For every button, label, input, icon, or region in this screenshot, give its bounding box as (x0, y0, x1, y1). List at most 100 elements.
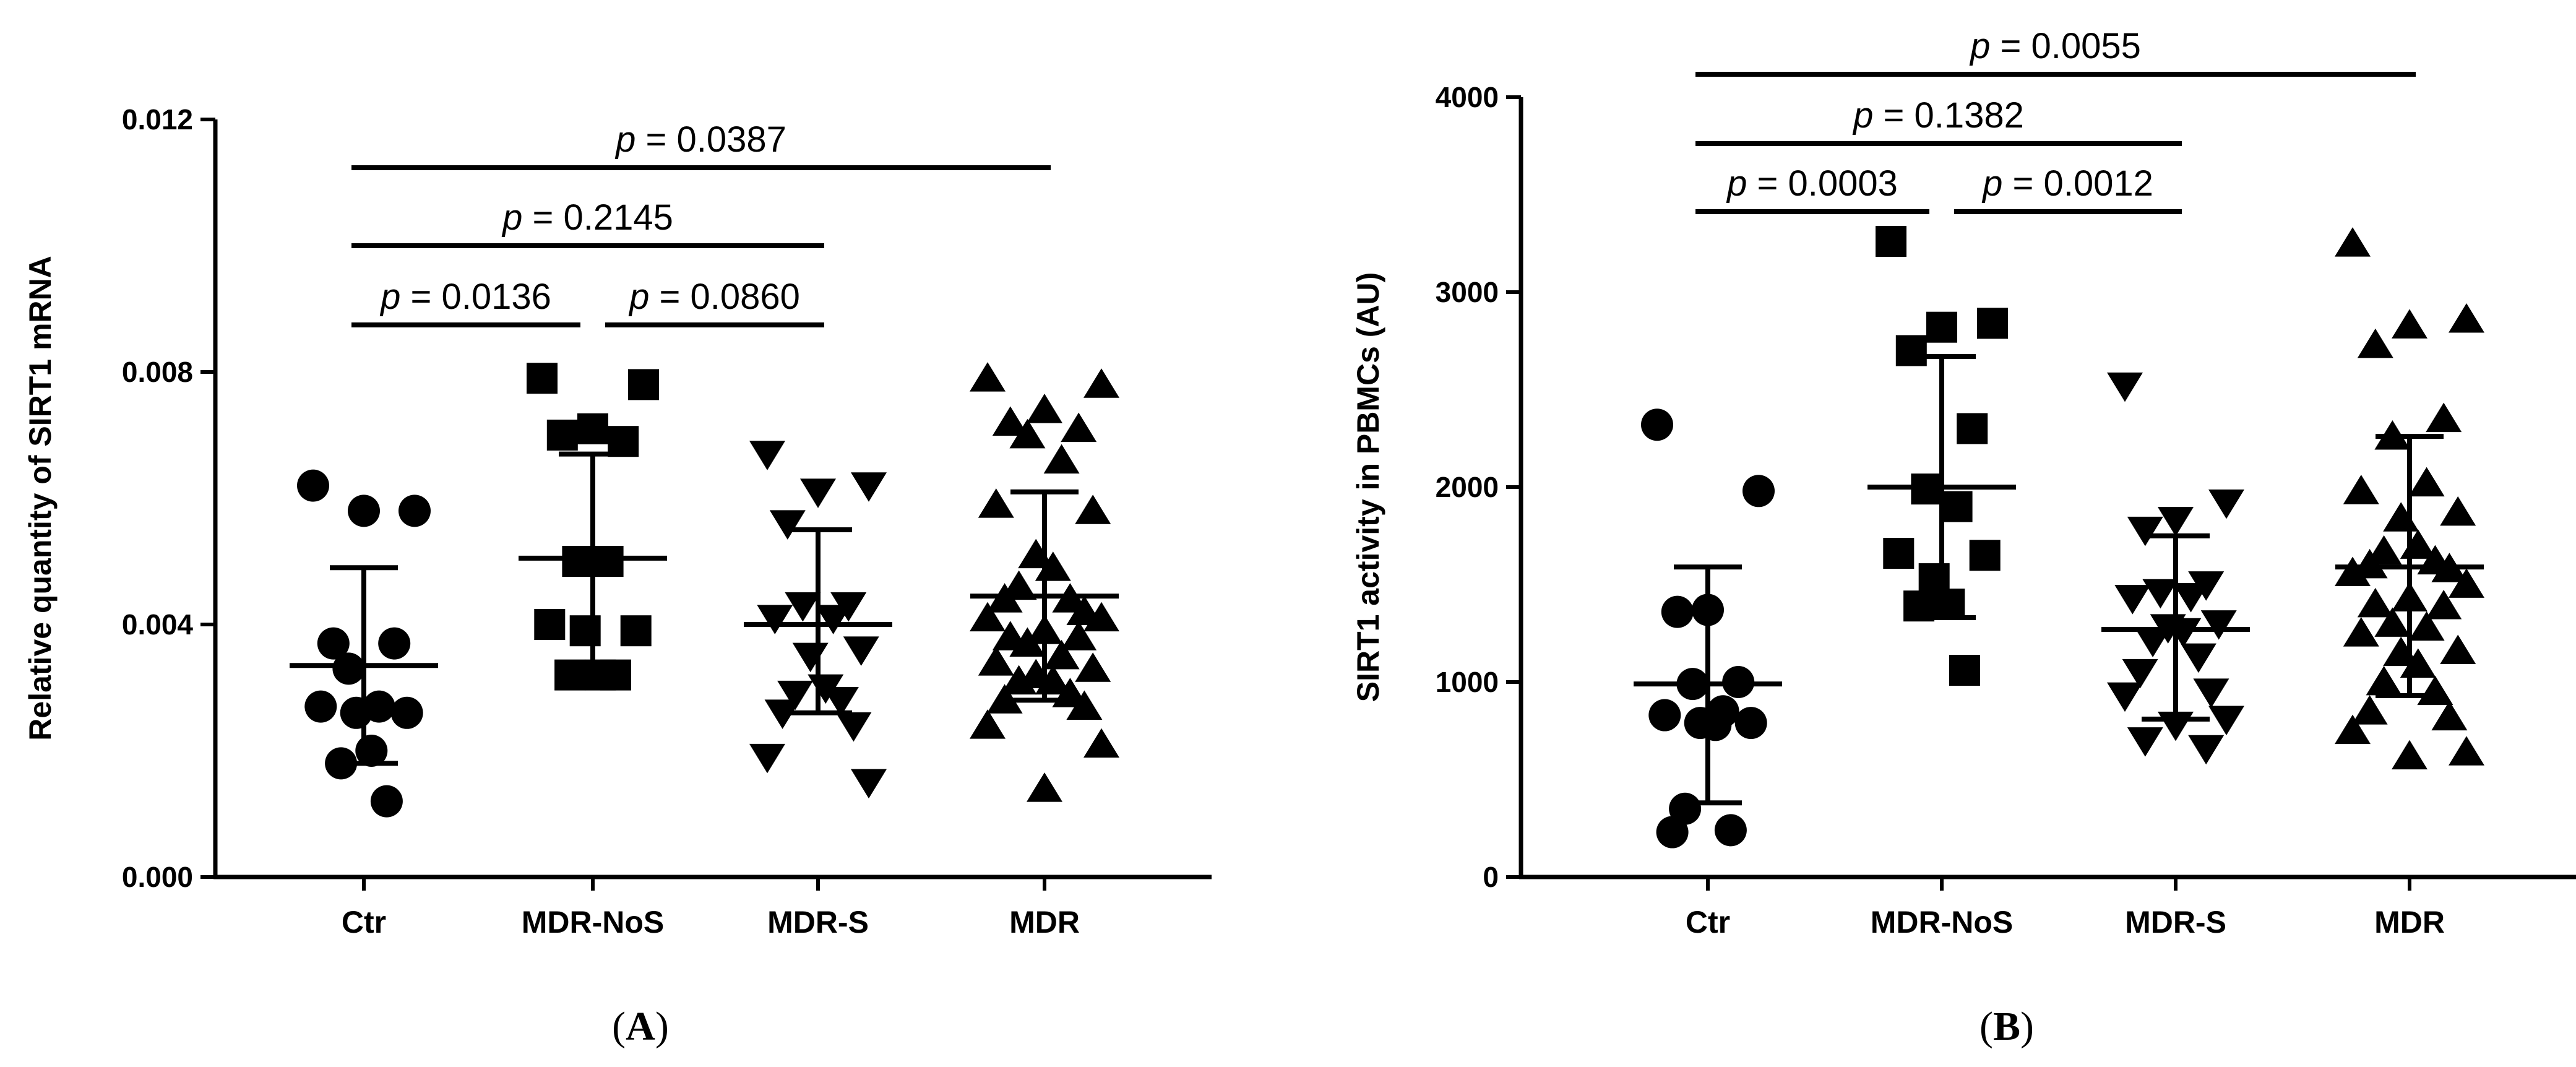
data-point (2426, 590, 2462, 620)
data-point (2440, 634, 2476, 664)
data-point (378, 627, 411, 660)
data-point (1066, 690, 1103, 720)
data-point (2357, 328, 2393, 358)
p-symbol: p (379, 277, 410, 317)
data-point (978, 488, 1014, 518)
data-point (2392, 309, 2427, 339)
data-point (1883, 538, 1915, 569)
data-point (577, 413, 608, 444)
data-point (749, 743, 785, 774)
p-symbol: p (614, 119, 645, 160)
series-mdr-s (744, 441, 892, 799)
data-point (348, 495, 380, 527)
y-axis-title: Relative quantity of SIRT1 mRNA (23, 256, 58, 740)
data-point (2200, 610, 2237, 640)
p-value-text: = 0.1382 (1883, 95, 2023, 136)
data-point (2417, 675, 2453, 706)
data-point (2366, 535, 2402, 565)
data-point (1075, 495, 1111, 524)
data-point (1934, 589, 1965, 620)
panel-paren-close: ) (655, 1004, 669, 1049)
data-point (2426, 402, 2462, 433)
x-tick-label: MDR-S (767, 905, 869, 940)
data-point (2431, 701, 2468, 731)
p-value-label: p = 0.1382 (1852, 95, 2024, 136)
data-point (757, 605, 793, 634)
data-point (1027, 772, 1062, 802)
data-point (1027, 394, 1062, 423)
data-point (2180, 643, 2216, 673)
data-point (1699, 709, 1732, 741)
series-mdr (970, 362, 1119, 802)
data-point (2449, 568, 2484, 598)
data-point (370, 785, 403, 818)
data-point (2343, 475, 2379, 504)
p-value-text: = 0.0860 (659, 277, 799, 317)
data-point (1061, 621, 1097, 650)
data-point (340, 696, 373, 729)
data-point (2173, 583, 2209, 613)
data-point (992, 406, 1028, 436)
p-value-label: p = 0.0136 (379, 277, 551, 317)
data-point (970, 602, 1006, 632)
data-point (2335, 227, 2371, 257)
data-point (1876, 226, 1906, 257)
data-point (2208, 706, 2244, 735)
series-mdr-nos (1867, 226, 2016, 686)
p-value-text: = 0.0012 (2012, 163, 2153, 204)
series-ctr (1634, 408, 1782, 849)
data-point (1895, 335, 1927, 366)
data-point (2351, 695, 2388, 725)
data-point (2335, 714, 2371, 745)
data-point (1043, 444, 1080, 474)
p-symbol: p (1852, 95, 1883, 136)
data-point (1001, 665, 1037, 695)
data-point (851, 769, 887, 799)
data-point (2107, 372, 2143, 402)
data-point (777, 680, 814, 711)
panel-label: (B) (1979, 1004, 2034, 1049)
data-point (2383, 502, 2419, 532)
data-point (1641, 408, 1673, 441)
data-point (2357, 587, 2393, 618)
data-point (2408, 467, 2445, 497)
data-point (1969, 540, 2001, 571)
data-point (2114, 585, 2151, 615)
y-tick-label: 4000 (1436, 81, 1499, 113)
data-point (792, 642, 829, 673)
data-point (2122, 659, 2158, 689)
data-point (398, 495, 431, 527)
data-point (1949, 655, 1980, 686)
data-point (749, 441, 785, 470)
p-value-label: p = 0.0387 (614, 119, 786, 160)
x-tick-label: MDR-NoS (1871, 905, 2014, 940)
data-point (843, 636, 879, 666)
data-point (1714, 814, 1747, 847)
p-value-label: p = 0.0860 (628, 277, 800, 317)
data-point (2366, 665, 2402, 696)
data-point (970, 362, 1006, 392)
data-point (835, 712, 872, 742)
data-point (785, 592, 821, 622)
y-tick-label: 0 (1483, 861, 1499, 893)
x-tick-label: Ctr (342, 905, 386, 940)
data-point (970, 709, 1006, 739)
y-tick-label: 0.008 (122, 356, 193, 388)
data-point (1075, 652, 1111, 682)
y-tick-label: 0.004 (122, 608, 194, 641)
series-mdr-nos (519, 363, 667, 691)
data-point (1043, 639, 1080, 670)
data-point (527, 363, 558, 394)
data-point (2127, 727, 2163, 757)
data-point (800, 478, 836, 508)
data-point (2158, 507, 2194, 537)
y-tick-label: 0.012 (122, 103, 193, 136)
data-point (2142, 579, 2179, 609)
data-point (2440, 496, 2476, 526)
data-point (1941, 491, 1973, 522)
data-point (304, 690, 337, 723)
y-tick-label: 3000 (1436, 276, 1499, 308)
data-point (1083, 602, 1119, 632)
data-point (815, 605, 851, 634)
x-tick-label: MDR-S (2125, 905, 2226, 940)
